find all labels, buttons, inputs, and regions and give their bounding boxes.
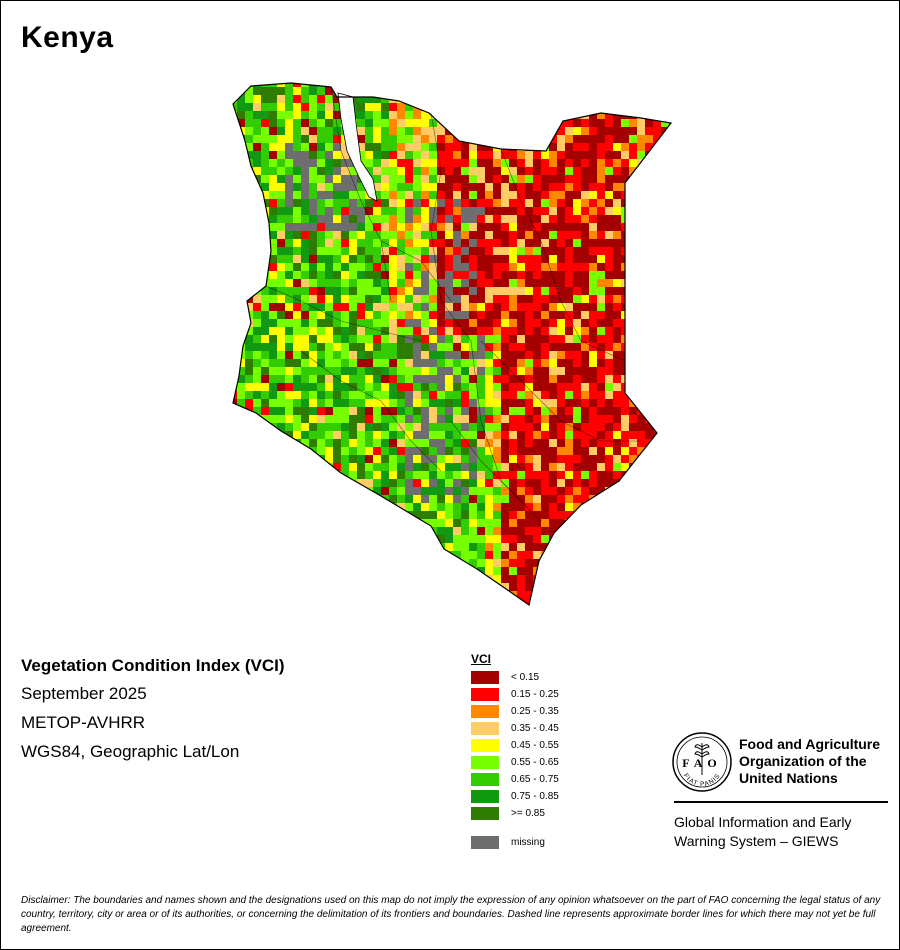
legend-swatch	[471, 756, 499, 769]
legend-swatch	[471, 773, 499, 786]
legend-swatch	[471, 671, 499, 684]
org-name-line: United Nations	[739, 770, 838, 786]
legend-swatch	[471, 705, 499, 718]
vci-raster	[233, 83, 671, 605]
legend-label: >= 0.85	[511, 808, 545, 819]
map-title: Kenya	[21, 21, 114, 54]
legend-row: < 0.15	[471, 669, 539, 686]
legend-row: 0.55 - 0.65	[471, 754, 559, 771]
legend-swatch	[471, 739, 499, 752]
vci-map	[232, 82, 673, 607]
sensor-name: METOP-AVHRR	[21, 713, 146, 732]
legend-label: < 0.15	[511, 672, 540, 683]
org-name-line: Organization of the	[739, 753, 867, 769]
legend-row: 0.15 - 0.25	[471, 686, 559, 703]
legend-label: 0.25 - 0.35	[511, 706, 559, 717]
disclaimer-text: Disclaimer: The boundaries and names sho…	[21, 895, 881, 934]
org-name-line: Food and Agriculture	[739, 736, 881, 752]
legend-swatch	[471, 688, 499, 701]
legend-label: 0.45 - 0.55	[511, 740, 559, 751]
legend-row: 0.65 - 0.75	[471, 771, 559, 788]
legend-classes: < 0.15 0.15 - 0.25 0.25 - 0.35 0.35 - 0.45 0…	[471, 669, 559, 822]
legend-label-missing: missing	[511, 837, 545, 848]
map-period: September 2025	[21, 684, 147, 703]
legend-swatch	[471, 790, 499, 803]
fao-logo-icon: FAO FIAT PANIS	[672, 732, 732, 792]
legend-swatch	[471, 722, 499, 735]
fao-org-name: Food and Agriculture Organization of the…	[739, 736, 899, 787]
svg-text:FAO: FAO	[682, 756, 721, 770]
legend-row-missing: missing	[471, 834, 545, 851]
legend-label: 0.15 - 0.25	[511, 689, 559, 700]
legend-label: 0.35 - 0.45	[511, 723, 559, 734]
legend-row: 0.35 - 0.45	[471, 720, 559, 737]
legend-row: 0.25 - 0.35	[471, 703, 559, 720]
legend-label: 0.55 - 0.65	[511, 757, 559, 768]
legend-row: >= 0.85	[471, 805, 545, 822]
projection-name: WGS84, Geographic Lat/Lon	[21, 742, 240, 761]
country-boundary	[232, 82, 673, 607]
county-boundaries	[265, 86, 641, 522]
index-name: Vegetation Condition Index (VCI)	[21, 656, 285, 675]
lake-turkana	[337, 92, 378, 202]
map-info: Vegetation Condition Index (VCI) Septemb…	[21, 656, 285, 771]
giews-line: Warning System – GIEWS	[674, 833, 839, 849]
giews-name: Global Information and Early Warning Sys…	[674, 813, 894, 851]
legend-swatch	[471, 807, 499, 820]
legend-title: VCI	[471, 652, 492, 666]
legend-row: 0.45 - 0.55	[471, 737, 559, 754]
divider	[674, 801, 888, 803]
legend-label: 0.65 - 0.75	[511, 774, 559, 785]
legend-label: 0.75 - 0.85	[511, 791, 559, 802]
legend-row: 0.75 - 0.85	[471, 788, 559, 805]
legend-swatch-missing	[471, 836, 499, 849]
vci-legend: VCI < 0.15 0.15 - 0.25 0.25 - 0.35 0.35 - 0…	[471, 652, 559, 851]
giews-line: Global Information and Early	[674, 814, 852, 830]
